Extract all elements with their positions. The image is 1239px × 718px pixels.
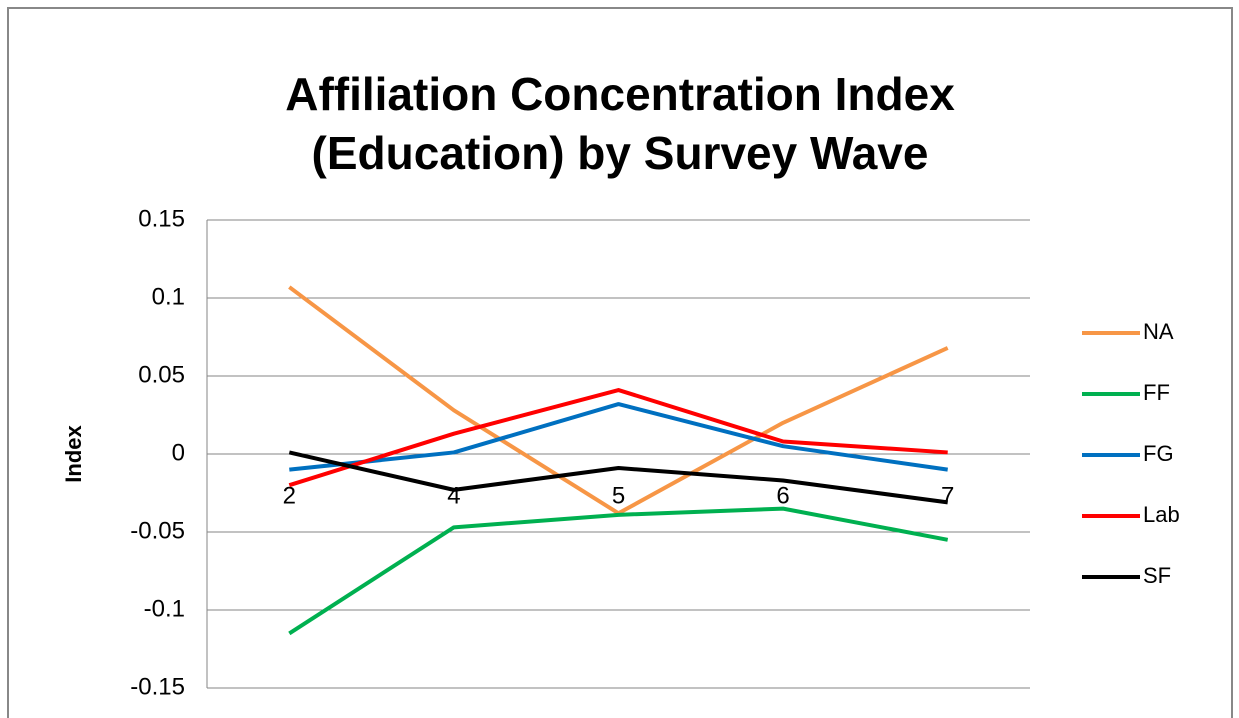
x-tick-label: 7 (941, 482, 954, 509)
series-line (289, 402, 948, 472)
legend-label: SF (1143, 563, 1171, 588)
series-line (288, 506, 949, 636)
y-tick-label: -0.15 (130, 673, 185, 700)
x-tick-label: 2 (283, 482, 296, 509)
x-tick-label: 4 (447, 482, 460, 509)
legend-label: NA (1143, 319, 1174, 344)
y-tick-label: 0.05 (138, 361, 185, 388)
series-line (288, 450, 948, 505)
series-line (288, 388, 948, 488)
y-tick-label: -0.05 (130, 517, 185, 544)
legend-label: FF (1143, 380, 1170, 405)
x-tick-label: 6 (776, 482, 789, 509)
y-tick-label: -0.1 (144, 595, 185, 622)
y-tick-label: 0 (172, 439, 185, 466)
y-tick-label: 0.15 (138, 205, 185, 232)
chart-title: (Education) by Survey Wave (312, 127, 929, 179)
y-axis-label: Index (61, 425, 86, 483)
chart-title: Affiliation Concentration Index (285, 68, 955, 120)
legend-label: FG (1143, 441, 1174, 466)
legend-label: Lab (1143, 502, 1180, 527)
chart-frame (7, 7, 1233, 718)
x-tick-label: 5 (612, 482, 625, 509)
y-tick-label: 0.1 (152, 283, 185, 310)
